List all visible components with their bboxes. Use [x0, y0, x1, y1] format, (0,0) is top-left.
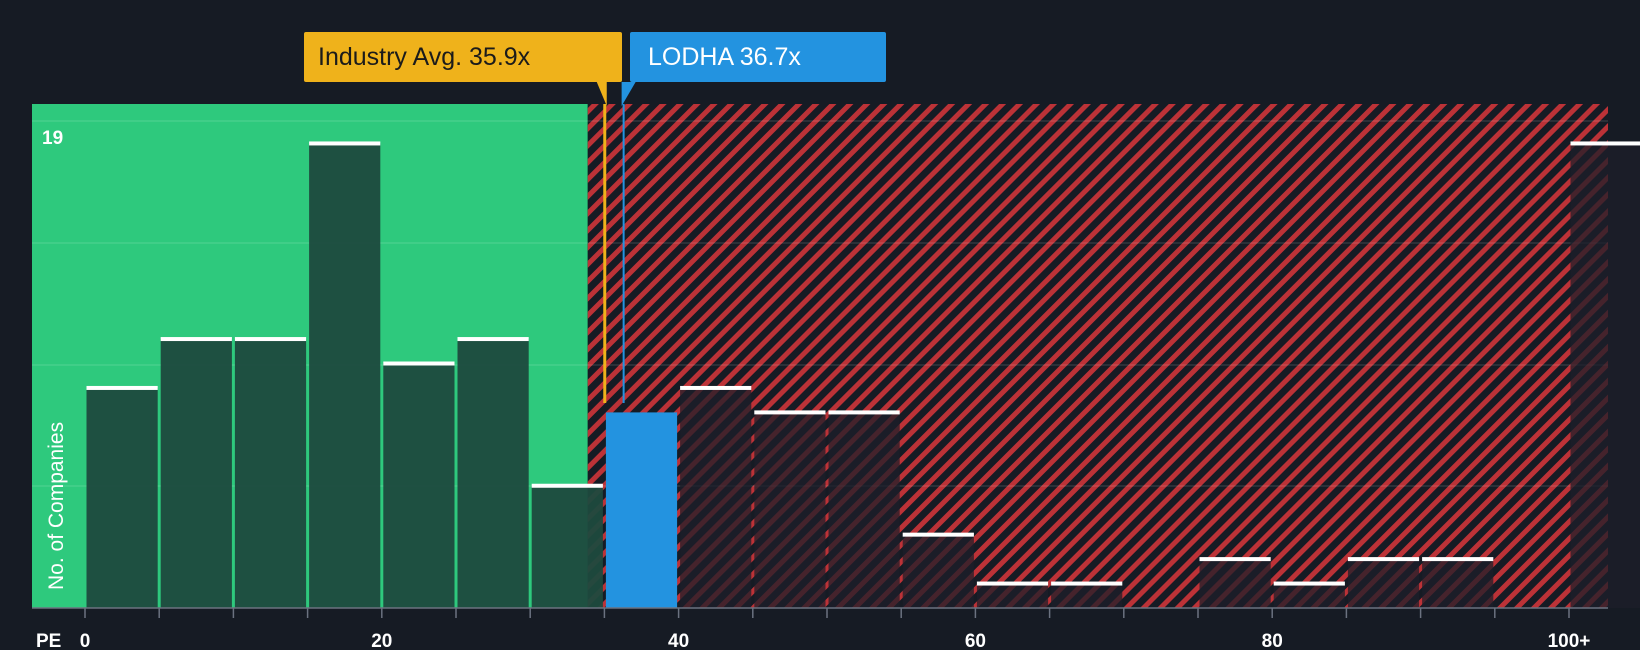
bar-cap [457, 337, 529, 342]
company-label: LODHA 36.7x [648, 43, 801, 71]
bar-cap [828, 410, 900, 415]
industry-avg-callout [304, 32, 622, 82]
y-max-label: 19 [42, 128, 63, 149]
industry-avg-label: Industry Avg. 35.9x [318, 43, 531, 71]
histogram-bar [383, 363, 455, 608]
bar-cap [1422, 557, 1494, 562]
histogram-bar [1273, 583, 1345, 608]
bar-cap [902, 532, 974, 537]
histogram-bar [234, 339, 307, 608]
bar-cap [86, 385, 158, 390]
histogram-bar [160, 339, 232, 608]
bar-cap [309, 141, 381, 146]
histogram-bar [1570, 143, 1640, 608]
bar-cap [754, 410, 826, 415]
histogram-bar [605, 412, 678, 608]
bar-cap [1570, 141, 1640, 146]
company-callout [630, 32, 886, 82]
histogram-bar [1347, 559, 1420, 608]
bar-cap [1051, 581, 1123, 586]
histogram-bar [86, 387, 158, 608]
x-tick-label: 80 [1262, 631, 1283, 650]
bar-cap [1199, 557, 1271, 562]
histogram-bar [531, 485, 603, 608]
histogram-bar [1422, 559, 1494, 608]
bar-cap [160, 337, 232, 342]
x-axis-title: PE [36, 631, 61, 650]
y-axis-title: No. of Companies [45, 422, 68, 590]
x-tick-label: 100+ [1548, 631, 1591, 650]
bar-cap [1347, 557, 1420, 562]
histogram-bar [680, 387, 752, 608]
x-tick-label: 40 [668, 631, 689, 650]
histogram-bar [754, 412, 826, 608]
histogram-bar [1051, 583, 1123, 608]
x-tick-label: 60 [965, 631, 986, 650]
x-tick-label: 0 [80, 631, 91, 650]
industry-avg-pointer [596, 82, 607, 106]
histogram-bar [902, 534, 974, 608]
bar-cap [680, 385, 752, 390]
bar-cap [383, 361, 455, 366]
bar-cap [1273, 581, 1345, 586]
company-pointer [621, 82, 636, 106]
histogram-bar [828, 412, 900, 608]
histogram-bar [976, 583, 1049, 608]
histogram-bar [1199, 559, 1271, 608]
x-tick-label: 20 [371, 631, 392, 650]
bar-cap [531, 483, 603, 488]
bar-cap [976, 581, 1049, 586]
bar-cap [234, 337, 307, 342]
histogram-bar [457, 339, 529, 608]
histogram-bar [309, 143, 381, 608]
